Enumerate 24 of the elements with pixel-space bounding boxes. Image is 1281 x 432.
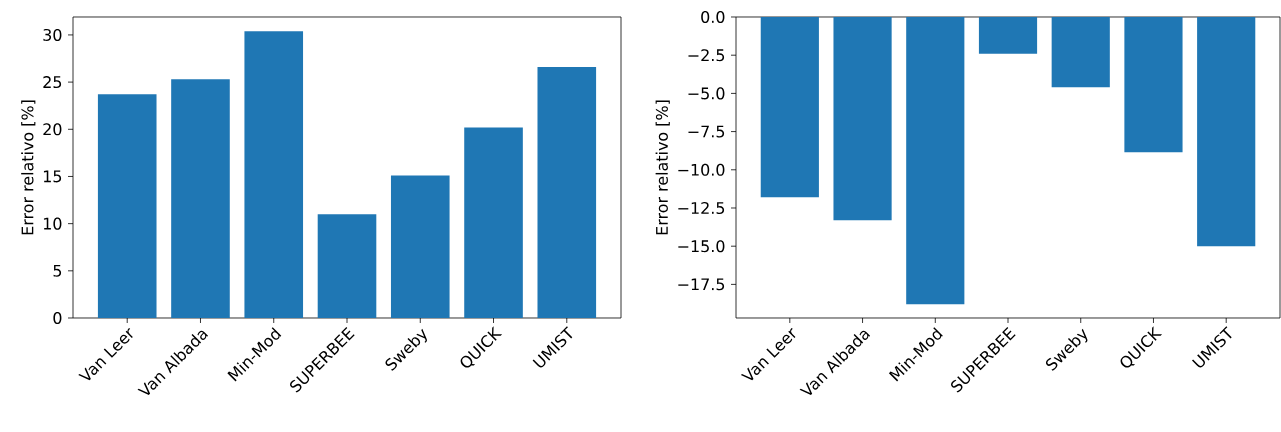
y-tick-label: 10 (43, 217, 62, 230)
bar (464, 127, 523, 318)
y-tick-label: −7.5 (688, 125, 725, 138)
y-tick-label: −2.5 (688, 49, 725, 62)
y-tick-label: 25 (43, 76, 62, 89)
y-axis-title: Error relativo [%] (655, 100, 670, 235)
bar (317, 214, 377, 318)
y-tick-label: 0 (53, 311, 62, 325)
y-tick-label: 20 (43, 123, 62, 136)
y-tick-label: −5.0 (688, 87, 725, 100)
y-tick-label: −17.5 (678, 278, 725, 291)
y-tick-label: 5 (53, 264, 62, 277)
bar (244, 31, 304, 318)
y-tick-label: 30 (43, 28, 62, 41)
y-tick-label: 0.0 (701, 10, 725, 24)
bar (97, 94, 157, 318)
y-tick-label: 15 (43, 170, 62, 183)
y-tick-label: −12.5 (678, 201, 725, 215)
bar (537, 67, 597, 318)
y-tick-label: −10.0 (678, 163, 725, 176)
bar (390, 175, 450, 318)
y-tick-label: −15.0 (678, 240, 725, 253)
y-axis-title: Error relativo [%] (21, 100, 36, 235)
bar (171, 79, 230, 318)
